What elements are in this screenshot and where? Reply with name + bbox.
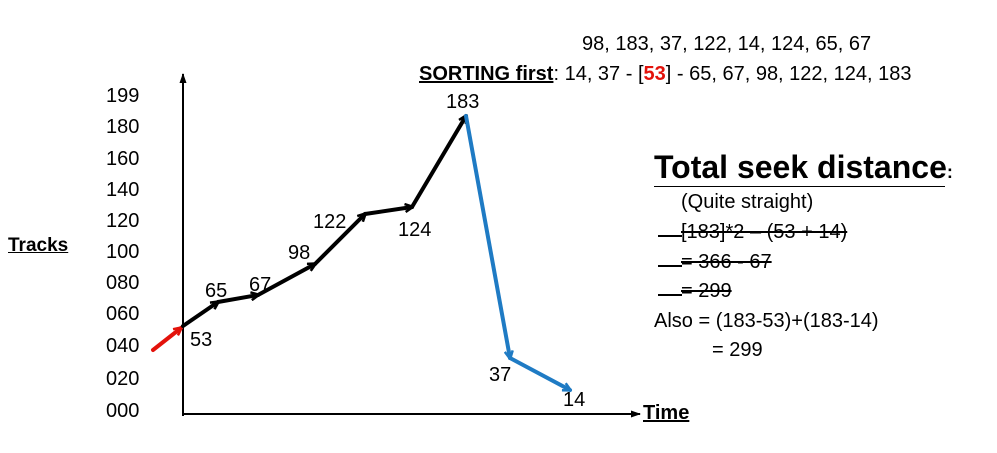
y-tick-label: 040 (106, 335, 140, 357)
total-seek-title-text: Total seek distance (654, 149, 947, 185)
sorting-after: ] - 65, 67, 98, 122, 124, 183 (665, 63, 912, 85)
seek-segment (256, 262, 315, 297)
point-label: 14 (563, 389, 585, 411)
total-seek-rule (654, 186, 945, 187)
y-tick-label: 199 (106, 85, 140, 107)
sorting-head: 53 (643, 63, 666, 85)
y-tick-label: 080 (106, 272, 140, 294)
point-label: 53 (190, 329, 212, 351)
point-label: 65 (205, 280, 227, 302)
y-tick-label: 000 (106, 400, 140, 422)
sorting-before: : 14, 37 - [ (553, 63, 644, 85)
point-label: 183 (446, 91, 479, 113)
seek-segment (508, 356, 570, 392)
calc-line: = 366 - 67 (681, 251, 772, 273)
point-label: 124 (398, 219, 431, 241)
point-label: 37 (489, 364, 511, 386)
y-tick-label: 140 (106, 179, 140, 201)
seek-segment (181, 302, 218, 328)
y-tick-label: 060 (106, 303, 140, 325)
point-label: 67 (249, 274, 271, 296)
y-tick-label: 160 (106, 148, 140, 170)
seek-segment (410, 116, 468, 209)
sorting-label: SORTING first (419, 63, 554, 85)
y-tick-label: 180 (106, 116, 140, 138)
seek-segment (216, 295, 258, 304)
y-axis-label: Tracks (8, 235, 69, 256)
total-seek-title: Total seek distance: (654, 151, 953, 183)
calc-line: (Quite straight) (681, 191, 814, 213)
calc-line: Also = (183-53)+(183-14) (654, 310, 879, 332)
strike-lead (658, 294, 682, 296)
sorting-line: SORTING first: 14, 37 - [53] - 65, 67, 9… (419, 64, 912, 84)
strike-lead (658, 235, 682, 237)
seek-segment (363, 207, 412, 216)
y-tick-label: 120 (106, 210, 140, 232)
y-tick-label: 020 (106, 368, 140, 390)
point-label: 98 (288, 242, 310, 264)
seek-segment (313, 214, 365, 266)
calc-line: = 299 (681, 280, 732, 302)
calc-line: [183]*2 – (53 + 14) (681, 221, 848, 243)
x-axis-label: Time (643, 402, 690, 424)
calc-line: = 299 (712, 339, 763, 361)
seek-path (151, 114, 570, 392)
request-sequence: 98, 183, 37, 122, 14, 124, 65, 67 (582, 33, 872, 55)
y-tick-label: 100 (106, 241, 140, 263)
point-label: 122 (313, 211, 346, 233)
total-seek-colon: : (946, 162, 953, 182)
start-arrow (151, 328, 181, 352)
strike-lead (658, 265, 682, 267)
seek-segment (464, 114, 510, 358)
